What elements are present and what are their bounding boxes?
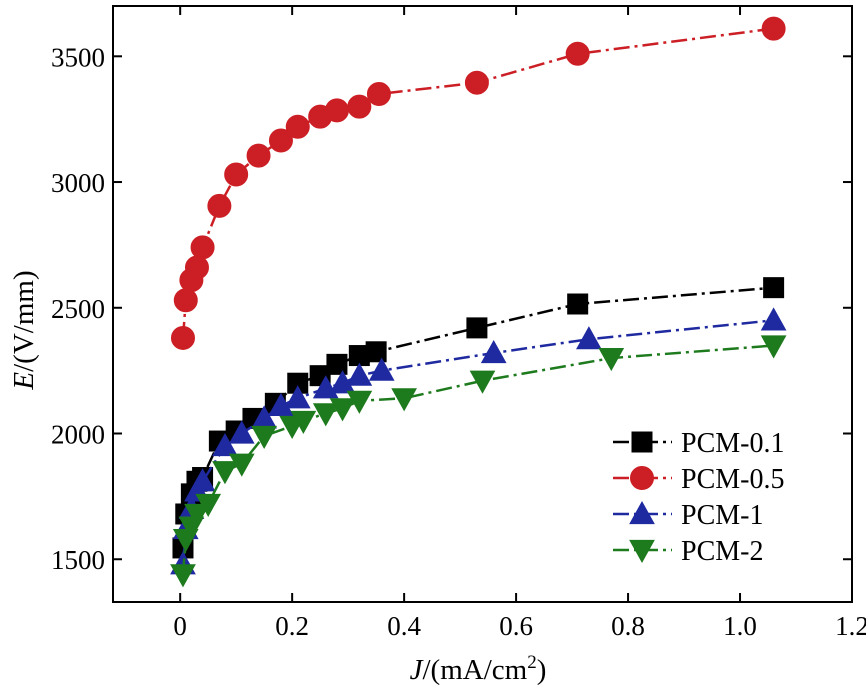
y-tick-label: 2000	[51, 420, 105, 450]
data-point-pcm-0-1	[567, 293, 589, 315]
y-axis-title: E/(V/mm)	[8, 270, 40, 390]
data-point-pcm-0-5	[761, 16, 786, 41]
data-point-pcm-1	[329, 370, 356, 394]
data-point-pcm-2	[469, 370, 496, 394]
data-point-pcm-1	[284, 385, 311, 409]
data-point-pcm-0-1	[466, 317, 488, 339]
x-tick-label: 0.6	[499, 611, 533, 641]
data-point-pcm-1	[268, 392, 294, 416]
series-pcm-0-5	[170, 16, 786, 350]
data-point-pcm-2	[195, 493, 222, 517]
data-point-pcm-1	[212, 433, 238, 457]
data-point-pcm-0-5	[170, 325, 195, 350]
legend-item-pcm-1: PCM-1	[613, 500, 763, 531]
data-point-pcm-0-5	[347, 94, 372, 119]
data-point-pcm-2	[329, 398, 356, 422]
data-point-pcm-0-1	[763, 277, 785, 299]
legend-label: PCM-0.5	[681, 464, 784, 495]
data-point-pcm-0-5	[366, 82, 391, 107]
data-point-pcm-0-5	[324, 98, 349, 123]
legend-marker	[631, 431, 653, 453]
data-point-pcm-2	[312, 403, 339, 427]
series-pcm-2	[170, 335, 787, 588]
x-axis-title: J/(mA/cm2)	[410, 652, 547, 686]
data-point-pcm-0-5	[565, 41, 590, 66]
data-point-pcm-0-5	[173, 288, 198, 313]
y-tick-label: 1500	[51, 545, 105, 575]
legend-marker	[630, 466, 654, 490]
data-point-pcm-0-5	[224, 162, 249, 187]
data-point-pcm-0-5	[246, 143, 271, 168]
legend-marker	[629, 500, 655, 525]
data-point-pcm-0-5	[207, 193, 232, 218]
legend-item-pcm-0-1: PCM-0.1	[613, 428, 784, 459]
data-point-pcm-2	[170, 564, 196, 588]
y-tick-label: 3000	[51, 168, 105, 198]
data-point-pcm-2	[212, 461, 238, 485]
data-point-pcm-1	[346, 362, 373, 386]
legend-label: PCM-1	[681, 500, 763, 531]
data-point-pcm-0-1	[365, 341, 387, 363]
data-point-pcm-1	[368, 357, 395, 381]
series-layer	[170, 16, 787, 588]
data-point-pcm-0-5	[184, 255, 209, 280]
data-point-pcm-2	[228, 453, 255, 477]
x-tick-label: 0	[173, 611, 187, 641]
x-tick-label: 0.8	[611, 611, 645, 641]
y-tick-label: 3500	[51, 42, 105, 72]
legend-marker	[629, 539, 655, 564]
legend-label: PCM-0.1	[681, 428, 784, 459]
x-tick-label: 0.4	[387, 611, 421, 641]
data-point-pcm-2	[346, 390, 373, 414]
data-point-pcm-1	[576, 326, 602, 350]
legend-label: PCM-2	[681, 536, 763, 567]
data-point-pcm-0-5	[190, 235, 215, 260]
data-point-pcm-0-5	[285, 114, 310, 139]
legend-item-pcm-0-5: PCM-0.5	[613, 464, 784, 495]
data-point-pcm-2	[290, 410, 317, 434]
x-tick-label: 1.2	[835, 611, 866, 641]
axes: 0 0.2 0.4 0.6 0.8 1.0 1.2 1500 2000 2500 3000 3500	[51, 5, 866, 641]
data-point-pcm-1	[228, 420, 255, 444]
data-point-pcm-0-1	[326, 353, 348, 375]
legend-item-pcm-2: PCM-2	[613, 536, 763, 567]
data-point-pcm-2	[598, 347, 625, 372]
data-point-pcm-1	[189, 468, 216, 492]
data-point-pcm-2	[391, 388, 417, 412]
y-tick-label: 2500	[51, 294, 105, 324]
data-point-pcm-0-5	[268, 128, 293, 153]
data-point-pcm-1	[760, 307, 787, 331]
legend: PCM-0.1 PCM-0.5 PCM-1 PCM-2	[613, 428, 784, 567]
data-point-pcm-2	[184, 503, 210, 528]
x-tick-label: 1.0	[723, 611, 757, 641]
data-point-pcm-1	[480, 340, 507, 364]
data-point-pcm-2	[251, 425, 278, 450]
x-tick-label: 0.2	[275, 611, 309, 641]
data-point-pcm-2	[760, 335, 787, 359]
plot-frame	[112, 5, 853, 603]
data-point-pcm-0-5	[464, 70, 489, 95]
